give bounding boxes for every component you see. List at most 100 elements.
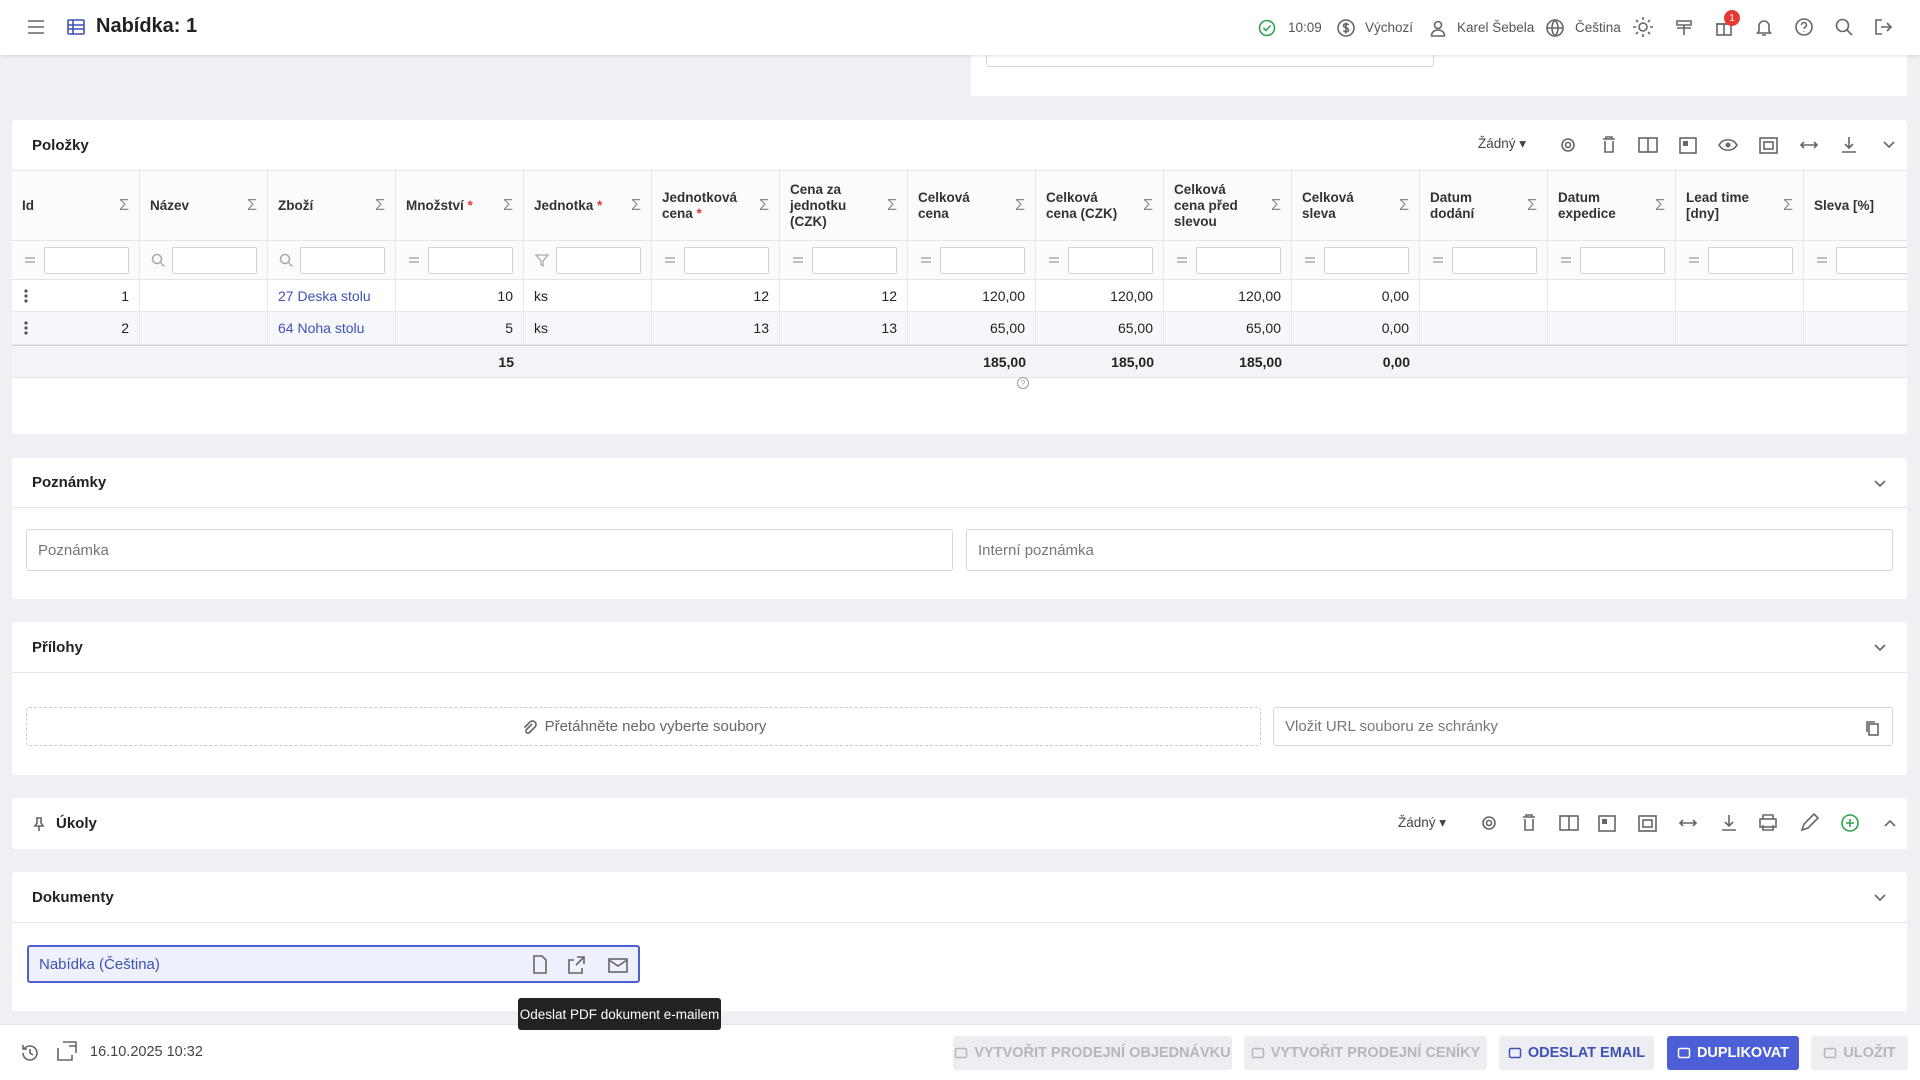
column-header[interactable]: Lead time [dny] Σ bbox=[1676, 171, 1804, 241]
view-select[interactable]: Žádný ▾ bbox=[1478, 136, 1527, 151]
column-label[interactable]: Celková cena (CZK) bbox=[1046, 190, 1153, 222]
language[interactable]: Čeština bbox=[1575, 20, 1621, 35]
filter-icon[interactable] bbox=[150, 252, 166, 268]
logout-button[interactable] bbox=[1873, 17, 1893, 37]
tasks-toolbar[interactable] bbox=[1467, 810, 1897, 836]
filter-icon[interactable] bbox=[406, 252, 422, 268]
footer-button[interactable]: DUPLIKOVAT bbox=[1667, 1036, 1799, 1070]
column-label[interactable]: Množství * bbox=[406, 198, 513, 214]
footer-button[interactable]: VYTVOŘIT PRODEJNÍ CENÍKY bbox=[1244, 1036, 1487, 1070]
search-button[interactable] bbox=[1834, 17, 1854, 37]
column-label[interactable]: Název bbox=[150, 198, 257, 214]
filter-icon[interactable] bbox=[22, 252, 38, 268]
column-label[interactable]: Celková cena bbox=[918, 190, 1025, 222]
footer-button-label[interactable]: VYTVOŘIT PRODEJNÍ CENÍKY bbox=[1270, 1045, 1481, 1061]
move-button[interactable] bbox=[55, 1039, 79, 1063]
help-button[interactable] bbox=[1794, 17, 1814, 37]
filter-icon[interactable] bbox=[662, 252, 678, 268]
filter-input[interactable] bbox=[1068, 246, 1153, 274]
column-header[interactable]: Množství * Σ bbox=[396, 171, 524, 241]
sum-toggle[interactable]: Σ bbox=[1271, 196, 1281, 214]
user[interactable]: Karel Šebela bbox=[1457, 20, 1535, 35]
totals-help[interactable]: ? bbox=[1016, 376, 1030, 390]
document-actions[interactable] bbox=[531, 955, 631, 975]
currency[interactable]: Výchozí bbox=[1365, 20, 1414, 35]
column-header[interactable]: Celková cena Σ bbox=[908, 171, 1036, 241]
filter-icon[interactable] bbox=[1814, 252, 1830, 268]
footer-button-label[interactable]: VYTVOŘIT PRODEJNÍ OBJEDNÁVKU bbox=[974, 1045, 1231, 1061]
language-icon[interactable] bbox=[1545, 18, 1565, 38]
sum-toggle[interactable]: Σ bbox=[887, 196, 897, 214]
filter-input[interactable] bbox=[1580, 246, 1665, 274]
footer-button-label[interactable]: ULOŽIT bbox=[1843, 1045, 1896, 1061]
filter-icon[interactable] bbox=[1174, 252, 1190, 268]
column-label[interactable]: Lead time [dny] bbox=[1686, 190, 1793, 222]
column-label[interactable]: Zboží bbox=[278, 198, 385, 214]
view-label[interactable]: Žádný bbox=[1398, 815, 1436, 830]
document-name[interactable]: Nabídka (Čeština) bbox=[39, 955, 160, 973]
column-header[interactable]: Sleva [%]Σ bbox=[1804, 171, 1907, 241]
filter-input[interactable] bbox=[172, 246, 257, 274]
view-select[interactable]: Žádný ▾ bbox=[1398, 815, 1447, 830]
column-name[interactable]: Jednotka bbox=[534, 197, 594, 213]
filter-input[interactable] bbox=[300, 246, 385, 274]
footer-button-label[interactable]: ODESLAT EMAIL bbox=[1527, 1045, 1646, 1061]
footer-button-label[interactable]: DUPLIKOVAT bbox=[1696, 1045, 1790, 1061]
sum-toggle[interactable]: Σ bbox=[1527, 196, 1537, 214]
column-header[interactable]: Celková cena před slevou Σ bbox=[1164, 171, 1292, 241]
filter-input[interactable] bbox=[1196, 246, 1281, 274]
view-label[interactable]: Žádný bbox=[1478, 136, 1516, 151]
column-name[interactable]: Název bbox=[150, 197, 190, 213]
filter-input[interactable] bbox=[1324, 246, 1409, 274]
column-header[interactable]: Cena za jednotku (CZK) Σ bbox=[780, 171, 908, 241]
filter-input[interactable] bbox=[684, 246, 769, 274]
column-name[interactable]: Celková sleva bbox=[1302, 189, 1354, 221]
sum-toggle[interactable]: Σ bbox=[1143, 196, 1153, 214]
filter-input[interactable] bbox=[428, 246, 513, 274]
column-label[interactable]: Celková cena před slevou bbox=[1174, 182, 1281, 230]
sum-toggle[interactable]: Σ bbox=[631, 196, 641, 214]
sum-toggle[interactable]: Σ bbox=[119, 196, 129, 214]
sum-toggle[interactable]: Σ bbox=[503, 196, 513, 214]
filter-input[interactable] bbox=[1452, 246, 1537, 274]
internal-note-input[interactable]: Interní poznámka bbox=[966, 529, 1893, 571]
footer-button[interactable]: ULOŽIT bbox=[1811, 1036, 1908, 1070]
menu-button[interactable] bbox=[26, 17, 46, 37]
column-name[interactable]: Celková cena před slevou bbox=[1174, 181, 1238, 229]
column-label[interactable]: Cena za jednotku (CZK) bbox=[790, 182, 897, 230]
column-header[interactable]: Název Σ bbox=[140, 171, 268, 241]
table-cell[interactable]: 64 Noha stolu bbox=[268, 312, 396, 345]
filter-input[interactable] bbox=[1708, 246, 1793, 274]
column-name[interactable]: Id bbox=[22, 197, 34, 213]
column-label[interactable]: Jednotka * bbox=[534, 198, 641, 214]
collapse-button[interactable] bbox=[1872, 889, 1888, 905]
column-name[interactable]: Cena za jednotku (CZK) bbox=[790, 181, 847, 229]
filter-input[interactable] bbox=[44, 246, 129, 274]
filter-icon[interactable] bbox=[1558, 252, 1574, 268]
sum-toggle[interactable]: Σ bbox=[1399, 196, 1409, 214]
filter-input[interactable] bbox=[812, 246, 897, 274]
column-name[interactable]: Zboží bbox=[278, 197, 314, 213]
drop-zone[interactable]: Přetáhněte nebo vyberte soubory bbox=[26, 707, 1261, 746]
footer-button[interactable]: ODESLAT EMAIL bbox=[1499, 1036, 1654, 1070]
column-header[interactable]: Zboží Σ bbox=[268, 171, 396, 241]
column-header[interactable]: Jednotková cena * Σ bbox=[652, 171, 780, 241]
column-name[interactable]: Celková cena bbox=[918, 189, 970, 221]
row-menu[interactable] bbox=[24, 320, 28, 339]
column-name[interactable]: Jednotková cena bbox=[662, 189, 738, 221]
collapse-button[interactable] bbox=[1872, 639, 1888, 655]
column-name[interactable]: Množství bbox=[406, 197, 464, 213]
filter-icon[interactable] bbox=[1046, 252, 1062, 268]
cell-text[interactable]: 64 Noha stolu bbox=[278, 320, 365, 336]
document-item[interactable]: Nabídka (Čeština) bbox=[27, 945, 640, 983]
filter-icon[interactable] bbox=[918, 252, 934, 268]
column-label[interactable]: Id bbox=[22, 198, 129, 214]
sum-toggle[interactable]: Σ bbox=[375, 196, 385, 214]
theme-button[interactable] bbox=[1632, 16, 1654, 38]
column-label[interactable]: Datum dodání bbox=[1430, 190, 1537, 222]
currency-icon[interactable] bbox=[1336, 18, 1356, 38]
column-header[interactable]: Celková sleva Σ bbox=[1292, 171, 1420, 241]
filter-icon[interactable] bbox=[1430, 252, 1446, 268]
column-header[interactable]: Datum expedice Σ bbox=[1548, 171, 1676, 241]
note-input[interactable]: Poznámka bbox=[26, 529, 953, 571]
